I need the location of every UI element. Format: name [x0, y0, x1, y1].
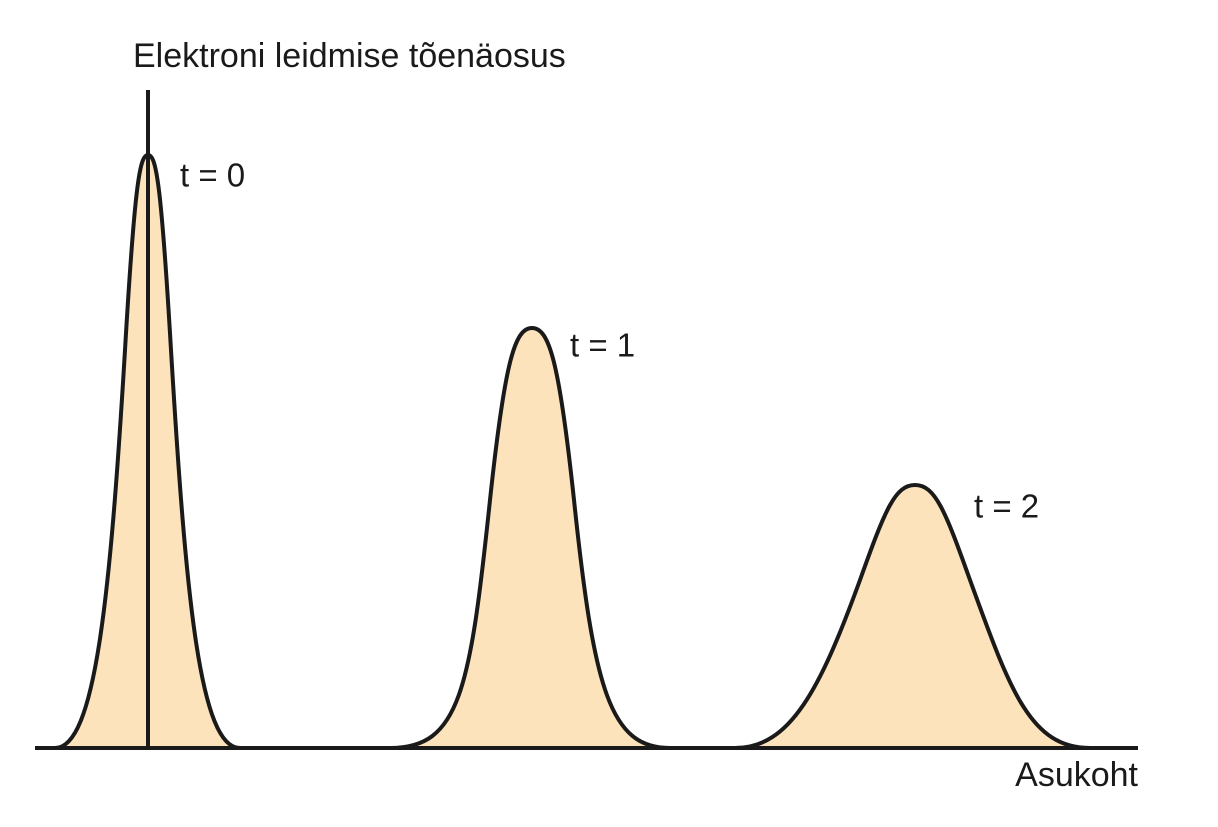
curve-label: t = 1: [570, 327, 635, 364]
curve-t1: [388, 326, 672, 750]
curve-label: t = 2: [974, 488, 1039, 525]
curve-t2: [733, 483, 1092, 750]
y-axis-label: Elektroni leidmise tõenäosus: [133, 37, 566, 75]
x-axis-label: Asukoht: [1015, 756, 1138, 794]
curve-label: t = 0: [180, 157, 245, 194]
